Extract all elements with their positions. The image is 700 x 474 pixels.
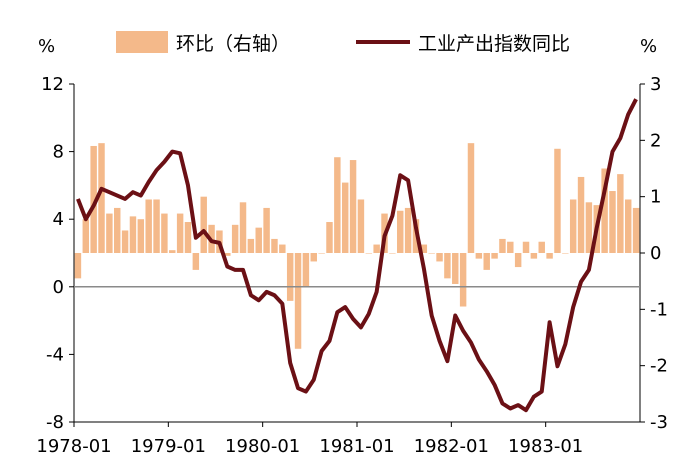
right-tick-label: 0 (650, 243, 661, 264)
bar (294, 253, 302, 349)
left-tick-label: 0 (53, 277, 64, 298)
bar (483, 253, 490, 270)
bar (184, 222, 192, 253)
x-tick-label: 1980-01 (225, 436, 300, 457)
bar (255, 227, 262, 253)
bar-series (74, 143, 640, 349)
right-tick-label: -2 (650, 356, 668, 377)
bar (389, 253, 396, 254)
bar (436, 253, 443, 262)
bar (98, 143, 105, 253)
x-tick-label: 1979-01 (131, 436, 206, 457)
right-tick-label: 2 (650, 130, 661, 151)
bar (90, 145, 97, 253)
x-tick-label: 1978-01 (36, 436, 111, 457)
bar (530, 253, 538, 259)
bar (326, 222, 333, 253)
bar (153, 199, 160, 253)
right-tick-label: -3 (650, 412, 668, 433)
bar (334, 157, 341, 253)
line-series (76, 98, 638, 413)
axes (69, 83, 645, 427)
bar (459, 253, 467, 307)
bar (247, 238, 255, 253)
bar (145, 199, 152, 253)
bar (137, 219, 145, 253)
bar (491, 253, 498, 259)
bar (279, 244, 286, 253)
bar (239, 202, 247, 253)
right-tick-label: 1 (650, 187, 661, 208)
bar (121, 230, 129, 253)
left-axis-unit: % (38, 36, 55, 57)
bar (129, 216, 137, 253)
bar (341, 182, 349, 253)
bar (601, 168, 608, 253)
bar (499, 238, 506, 253)
x-tick-label: 1981-01 (319, 436, 394, 457)
left-tick-label: 4 (53, 209, 64, 230)
bar (467, 143, 475, 253)
bar (82, 219, 90, 253)
bar (475, 253, 483, 259)
legend: 环比（右轴） 工业产出指数同比 (116, 31, 570, 55)
bar (169, 250, 176, 253)
bar (161, 213, 168, 253)
bar (585, 202, 593, 253)
bar (373, 244, 380, 253)
bar (577, 176, 585, 253)
x-tick-label: 1982-01 (414, 436, 489, 457)
bar (357, 199, 365, 253)
bar (428, 253, 435, 254)
bar (404, 207, 412, 253)
bar (349, 160, 357, 253)
x-tick-label: 1983-01 (508, 436, 583, 457)
bar (302, 253, 310, 287)
bar (74, 253, 82, 279)
bar (106, 213, 113, 253)
bar (624, 199, 632, 253)
bar (632, 207, 640, 253)
bar (522, 241, 530, 253)
bar (444, 253, 451, 279)
bar (609, 191, 616, 253)
bar (365, 253, 373, 254)
left-tick-label: -8 (46, 412, 64, 433)
legend-label-line: 工业产出指数同比 (418, 33, 570, 55)
bar (507, 241, 514, 253)
right-tick-label: 3 (650, 74, 661, 95)
bar (617, 174, 624, 253)
bar (562, 253, 569, 254)
left-tick-label: 8 (53, 142, 64, 163)
bar (546, 253, 553, 259)
bar (192, 253, 200, 270)
left-tick-label: 12 (41, 74, 64, 95)
bar (397, 210, 404, 253)
bar (554, 148, 561, 253)
bar (420, 244, 428, 253)
bar (114, 207, 121, 253)
bar (176, 213, 184, 253)
legend-swatch-bar (116, 31, 168, 53)
bar (538, 241, 545, 253)
bar (271, 238, 278, 253)
legend-label-bar: 环比（右轴） (176, 33, 290, 55)
bar (310, 253, 317, 262)
bar (569, 199, 577, 253)
bar (200, 196, 207, 253)
bar (514, 253, 522, 268)
right-tick-label: -1 (650, 299, 668, 320)
bar (286, 253, 294, 301)
bar (452, 253, 459, 284)
right-axis-unit: % (640, 36, 657, 57)
bar (263, 207, 270, 253)
bar (318, 253, 325, 254)
bar (231, 224, 239, 253)
left-tick-label: -4 (46, 344, 64, 365)
bar (224, 253, 231, 256)
